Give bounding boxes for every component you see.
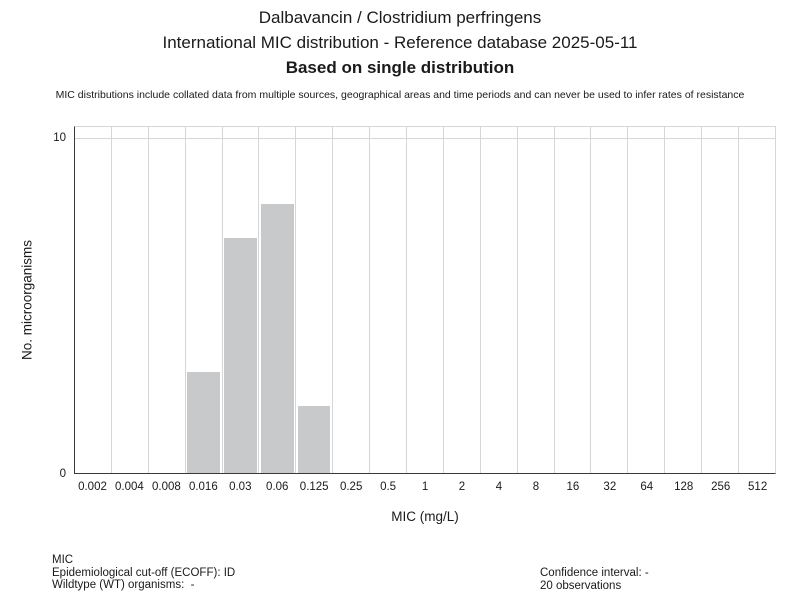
category-column-0.016	[186, 127, 223, 473]
footer-ecoff-line: Epidemiological cut-off (ECOFF): ID	[52, 566, 236, 579]
x-tick-label-0.008: 0.008	[151, 481, 181, 493]
chart-subtitle: International MIC distribution - Referen…	[162, 33, 638, 52]
category-column-0.004	[112, 127, 149, 473]
x-tick-label-64: 64	[640, 481, 654, 493]
category-column-16	[555, 127, 592, 473]
footer-confidence-interval: Confidence interval: -	[540, 567, 649, 579]
x-tick-label-2: 2	[458, 481, 466, 493]
x-tick-label-8: 8	[532, 481, 540, 493]
x-tick-label-0.06: 0.06	[266, 481, 289, 493]
category-column-32	[591, 127, 629, 473]
category-column-0.008	[149, 127, 186, 473]
x-tick-label-0.004: 0.004	[115, 481, 144, 493]
x-tick-label-16: 16	[566, 481, 580, 493]
category-column-2	[444, 127, 481, 473]
category-column-128	[665, 127, 703, 473]
bars-container	[75, 127, 775, 473]
bar-mic-0.06	[261, 204, 294, 473]
x-tick-label-0.5: 0.5	[380, 481, 397, 493]
x-axis-tick-labels: 0.002 0.004 0.008 0.016 0.03 0.06 0.125 0.25 0.5…	[74, 481, 776, 493]
category-column-4	[481, 127, 518, 473]
x-axis-title: MIC (mg/L)	[391, 509, 459, 524]
chart-title: Dalbavancin / Clostridium perfringens	[258, 8, 542, 27]
category-column-0.25	[333, 127, 371, 473]
category-column-8	[518, 127, 555, 473]
category-column-64	[628, 127, 666, 473]
x-tick-label-1: 1	[421, 481, 429, 493]
plot-area	[74, 126, 776, 474]
y-axis-tick-10: 10	[53, 132, 66, 144]
x-tick-label-128: 128	[674, 481, 694, 493]
y-axis-tick-0: 0	[59, 468, 66, 480]
category-column-0.06	[259, 127, 297, 473]
y-axis-title: No. microorganisms	[19, 239, 35, 361]
category-column-512	[739, 127, 775, 473]
category-column-0.03	[223, 127, 260, 473]
disclaimer-text: MIC distributions include collated data …	[55, 89, 745, 101]
x-tick-label-0.016: 0.016	[188, 481, 218, 493]
gridline-y10	[75, 138, 775, 139]
bar-mic-0.016	[187, 372, 220, 473]
category-column-1	[407, 127, 444, 473]
bar-mic-0.03	[224, 237, 257, 473]
x-tick-label-0.03: 0.03	[229, 481, 252, 493]
category-column-0.002	[75, 127, 112, 473]
category-column-0.125	[296, 127, 334, 473]
x-tick-label-512: 512	[748, 481, 768, 493]
footer-wildtype-line: Wildtype (WT) organisms: -	[52, 579, 195, 592]
chart-subtitle-bold: Based on single distribution	[285, 58, 515, 77]
x-tick-label-0.002: 0.002	[78, 481, 107, 493]
footer-right-block: Confidence interval: - 20 observations	[540, 567, 649, 592]
x-tick-label-0.125: 0.125	[299, 481, 329, 493]
x-tick-label-4: 4	[495, 481, 503, 493]
x-tick-label-0.25: 0.25	[339, 481, 363, 493]
x-tick-label-32: 32	[603, 481, 617, 493]
category-column-0.5	[370, 127, 408, 473]
x-tick-label-256: 256	[711, 481, 731, 493]
footer-left-block: MIC Epidemiological cut-off (ECOFF): ID …	[52, 554, 235, 592]
footer-mic-label: MIC	[52, 554, 74, 566]
category-column-256	[702, 127, 740, 473]
bar-mic-0.125	[298, 405, 331, 473]
footer-observations-count: 20 observations	[540, 579, 622, 592]
